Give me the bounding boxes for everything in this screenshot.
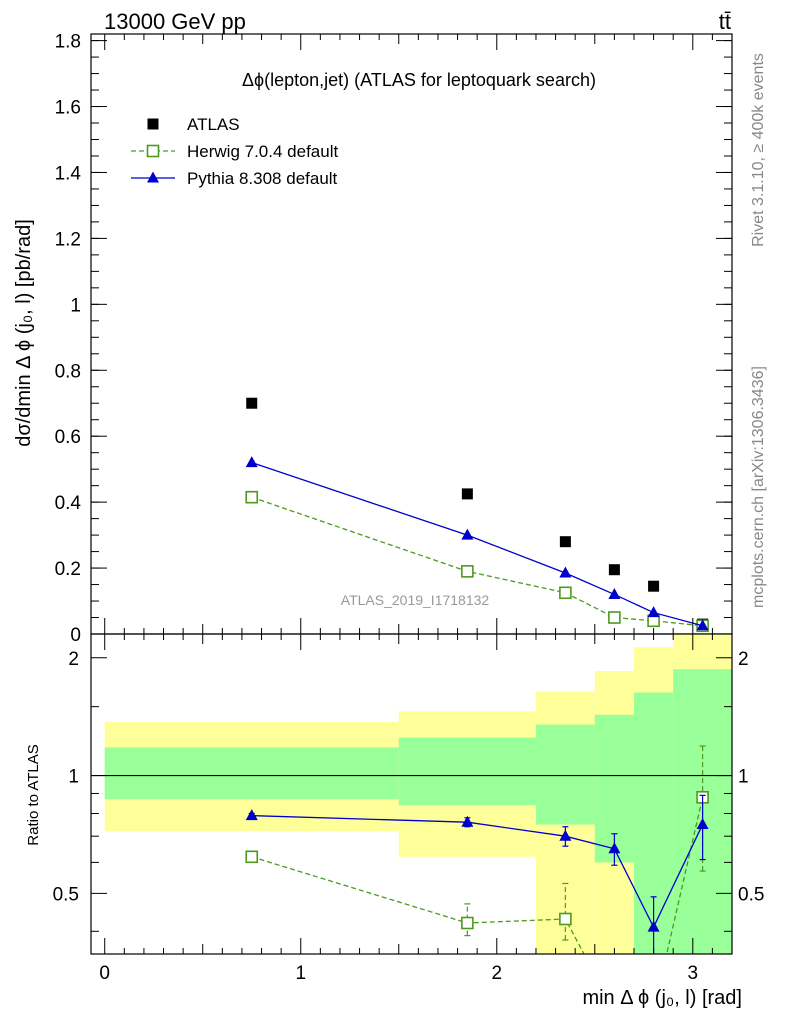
main-y-tick-label: 1: [70, 295, 81, 316]
main-series-0-point: [246, 397, 258, 409]
rivet-version-label: Rivet 3.1.10, ≥ 400k events: [750, 53, 767, 247]
main-series-1-point: [245, 490, 259, 504]
main-series-1-point: [559, 586, 572, 600]
ratio-y-tick-label-left: 2: [68, 649, 79, 670]
main-series-2-point: [245, 456, 258, 468]
x-tick-label: 0: [99, 963, 110, 984]
main-y-axis-label: dσ/dmin Δ ϕ (j₀, l) [pb/rad]: [13, 219, 35, 447]
main-series-0-point: [559, 536, 571, 548]
main-series-0-point: [608, 564, 620, 576]
ratio-band-inner: [398, 737, 536, 806]
main-y-tick-label: 0.4: [55, 493, 82, 514]
main-series-2-point: [696, 619, 709, 631]
energy-label: 13000 GeV pp: [104, 9, 246, 34]
main-y-tick-label: 1.2: [55, 229, 81, 250]
ratio-series-1-point: [559, 829, 572, 841]
main-y-tick-label: 1.6: [55, 98, 81, 119]
ratio-y-tick-label-right: 1: [738, 767, 749, 788]
legend-label-2: Pythia 8.308 default: [187, 169, 338, 188]
ratio-series-1-point: [696, 817, 709, 829]
process-label: tt̄: [719, 9, 731, 34]
ratio-series-0-point: [559, 912, 572, 926]
main-y-tick-label: 1.4: [55, 163, 82, 184]
legend-label-0: ATLAS: [187, 115, 240, 134]
main-panel: 0 0.2 0.4 0.6 0.8 1 1.2 1.4 1.6 1.8 Δϕ(lepton,jet…: [13, 32, 733, 646]
ratio-frame: [90, 633, 733, 955]
legend: ATLAS Herwig 7.0.4 default Pythia 8.308 de…: [131, 115, 338, 188]
ratio-series-0-point: [245, 850, 259, 864]
ratio-panel: 0.5 0.5 1 1 2 2 0 1 2 3 Ratio to ATLAS min Δ ϕ (j…: [25, 633, 764, 1009]
main-y-tick-label: 0.2: [55, 559, 81, 580]
ratio-y-tick-label-right: 2: [738, 649, 749, 670]
ratio-y-tick-label-left: 0.5: [53, 884, 79, 905]
ratio-y-tick-label-right: 0.5: [738, 884, 764, 905]
ratio-series-1-point: [647, 920, 660, 932]
legend-marker-2: [147, 171, 159, 183]
analysis-watermark: ATLAS_2019_I1718132: [341, 592, 490, 608]
main-series-0-point: [461, 488, 473, 500]
main-y-tick-label: 1.8: [55, 32, 81, 53]
main-y-tick-label: 0.8: [55, 361, 81, 382]
ratio-series-1-point: [608, 842, 621, 854]
main-series-0-point: [648, 580, 660, 592]
main-series-1-point: [608, 611, 621, 624]
ratio-band-inner: [535, 724, 595, 825]
x-tick-label: 3: [688, 963, 699, 984]
main-y-tick-label: 0.6: [55, 427, 81, 448]
ratio-series-0-line: [251, 797, 704, 954]
main-series-2-line: [251, 461, 703, 627]
mcplots-label: mcplots.cern.ch [arXiv:1306.3436]: [750, 366, 767, 608]
legend-marker-0: [147, 118, 159, 130]
main-series-2-point: [608, 587, 621, 599]
main-series-1-point: [461, 565, 474, 578]
ratio-series-0-point: [461, 916, 474, 930]
main-series-2-point: [559, 566, 572, 578]
x-axis-label: min Δ ϕ (j₀, l) [rad]: [582, 987, 742, 1009]
ratio-band-inner: [104, 747, 399, 800]
ratio-y-axis-label: Ratio to ATLAS: [25, 744, 42, 845]
x-tick-label: 1: [295, 963, 306, 984]
legend-marker-1: [146, 144, 160, 158]
main-series-1-line: [251, 496, 703, 627]
main-title: Δϕ(lepton,jet) (ATLAS for leptoquark sea…: [242, 70, 596, 90]
x-tick-label: 2: [491, 963, 502, 984]
legend-label-1: Herwig 7.0.4 default: [187, 142, 338, 161]
main-series-2-point: [647, 606, 660, 618]
main-y-tick-label: 0: [70, 625, 81, 646]
ratio-series-1-point: [461, 815, 474, 827]
main-series-2-point: [461, 528, 474, 540]
ratio-series-1-line: [251, 814, 704, 929]
ratio-y-tick-label-left: 1: [68, 767, 79, 788]
ratio-series-1-point: [245, 809, 258, 821]
